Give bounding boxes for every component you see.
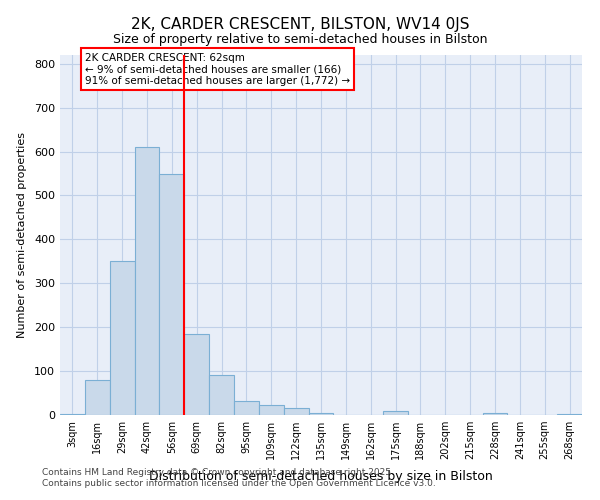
Bar [184,334,209,415]
Bar [234,401,259,415]
Bar [85,380,110,415]
Bar [160,174,184,415]
Bar [308,413,334,415]
Text: Size of property relative to semi-detached houses in Bilston: Size of property relative to semi-detach… [113,32,487,46]
Text: 2K CARDER CRESCENT: 62sqm
← 9% of semi-detached houses are smaller (166)
91% of : 2K CARDER CRESCENT: 62sqm ← 9% of semi-d… [85,52,350,86]
Bar [60,414,85,415]
Bar [110,262,134,415]
Bar [482,413,508,415]
Bar [259,406,284,415]
Bar [383,412,408,415]
Bar [557,414,582,415]
Text: 2K, CARDER CRESCENT, BILSTON, WV14 0JS: 2K, CARDER CRESCENT, BILSTON, WV14 0JS [131,18,469,32]
Bar [134,147,160,415]
Y-axis label: Number of semi-detached properties: Number of semi-detached properties [17,132,27,338]
X-axis label: Distribution of semi-detached houses by size in Bilston: Distribution of semi-detached houses by … [149,470,493,484]
Text: Contains HM Land Registry data © Crown copyright and database right 2025.
Contai: Contains HM Land Registry data © Crown c… [42,468,436,487]
Bar [284,408,308,415]
Bar [209,376,234,415]
